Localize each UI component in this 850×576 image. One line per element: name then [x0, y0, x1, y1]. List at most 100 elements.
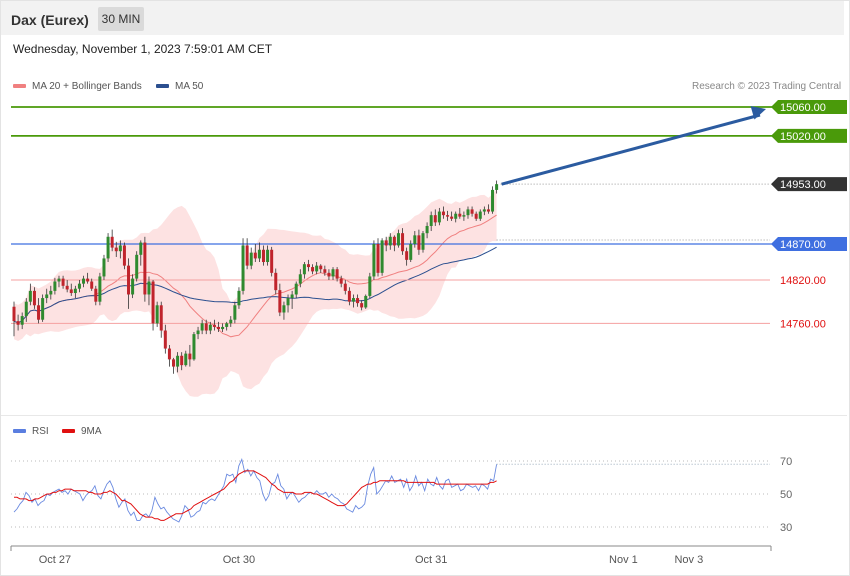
candle-body	[143, 242, 147, 295]
candle-body	[94, 288, 98, 302]
candle	[384, 236, 388, 252]
candle	[372, 240, 376, 281]
candle	[290, 290, 294, 309]
candle-body	[343, 283, 347, 291]
candle	[347, 287, 351, 306]
candle-body	[286, 298, 290, 306]
x-tick-label-1: Oct 30	[223, 554, 255, 566]
candle-body	[392, 236, 396, 246]
candle	[360, 300, 364, 311]
candle-body	[24, 301, 28, 317]
candle	[90, 278, 94, 291]
candle	[388, 233, 392, 250]
candle	[16, 314, 20, 331]
candle-body	[110, 236, 114, 248]
candle-body	[163, 330, 167, 349]
candle	[102, 254, 106, 281]
candle-body	[135, 254, 139, 279]
candle	[32, 287, 36, 309]
candle-body	[417, 235, 421, 250]
candle-body	[302, 264, 306, 275]
candle-body	[204, 323, 208, 331]
instrument-title: Dax (Eurex)	[11, 12, 89, 28]
candle-body	[339, 278, 343, 284]
candle	[278, 283, 282, 317]
candle	[331, 267, 335, 281]
candle-body	[364, 295, 368, 308]
candle-body	[180, 355, 184, 366]
legend-ma50: MA 50	[156, 81, 203, 92]
x-tick-label-4: Nov 3	[674, 554, 703, 566]
candle	[323, 265, 327, 276]
candle	[421, 231, 425, 253]
candle	[433, 209, 437, 226]
candle	[221, 323, 225, 332]
candle-body	[139, 242, 143, 255]
candle	[131, 274, 135, 299]
candle	[106, 233, 110, 263]
candle	[180, 352, 184, 371]
candle	[237, 287, 241, 309]
level-label-current: 14953.00	[780, 179, 826, 191]
candle-body	[192, 334, 196, 360]
candle	[356, 294, 360, 307]
panel-divider	[1, 415, 847, 416]
candle-body	[73, 288, 77, 294]
candle-body	[360, 303, 364, 308]
candle-body	[380, 240, 384, 273]
candle	[335, 267, 339, 282]
candle-body	[106, 236, 110, 259]
candle	[143, 236, 147, 302]
candle-body	[28, 290, 32, 302]
candle-body	[82, 278, 86, 284]
legend-rsi-ma: 9MA	[62, 426, 102, 437]
candle-body	[298, 274, 302, 284]
candle	[478, 209, 482, 221]
candle-body	[65, 285, 69, 290]
candle-body	[290, 294, 294, 299]
candle	[204, 319, 208, 335]
candle-body	[261, 249, 265, 263]
candle	[458, 207, 462, 219]
candle	[261, 245, 265, 266]
candle	[351, 294, 355, 308]
ma50-swatch-icon	[156, 84, 169, 89]
candle	[135, 251, 139, 282]
level-label-target-0: 15060.00	[780, 102, 826, 114]
candle	[253, 244, 257, 263]
level-label-support-4: 14820.00	[780, 275, 826, 287]
candle-body	[311, 267, 315, 272]
candle-body	[69, 289, 73, 294]
rsi-line	[13, 458, 498, 523]
candle-body	[274, 272, 278, 291]
candle-body	[278, 290, 282, 313]
candle-body	[270, 249, 274, 273]
candle-body	[466, 209, 470, 216]
candle	[306, 259, 310, 272]
candle	[188, 344, 192, 367]
x-tick-label-0: Oct 27	[39, 554, 71, 566]
candle-body	[491, 189, 495, 212]
candle-body	[482, 209, 486, 212]
candle-body	[396, 233, 400, 246]
candle-body	[20, 316, 24, 325]
candle	[274, 268, 278, 295]
candle-body	[409, 244, 413, 260]
candle	[225, 321, 229, 331]
candle	[159, 301, 163, 338]
candle-body	[155, 305, 159, 324]
candle-body	[233, 305, 237, 320]
candle-body	[441, 211, 445, 216]
candle	[315, 262, 319, 275]
candle	[470, 206, 474, 217]
timeframe-button[interactable]: 30 MIN	[98, 7, 144, 31]
candle-body	[405, 251, 409, 260]
candle-body	[217, 326, 220, 330]
candle	[257, 242, 261, 263]
candle	[86, 272, 90, 284]
candle	[147, 276, 151, 306]
candle	[294, 281, 298, 299]
candle-body	[429, 215, 433, 226]
candle-body	[347, 290, 351, 302]
